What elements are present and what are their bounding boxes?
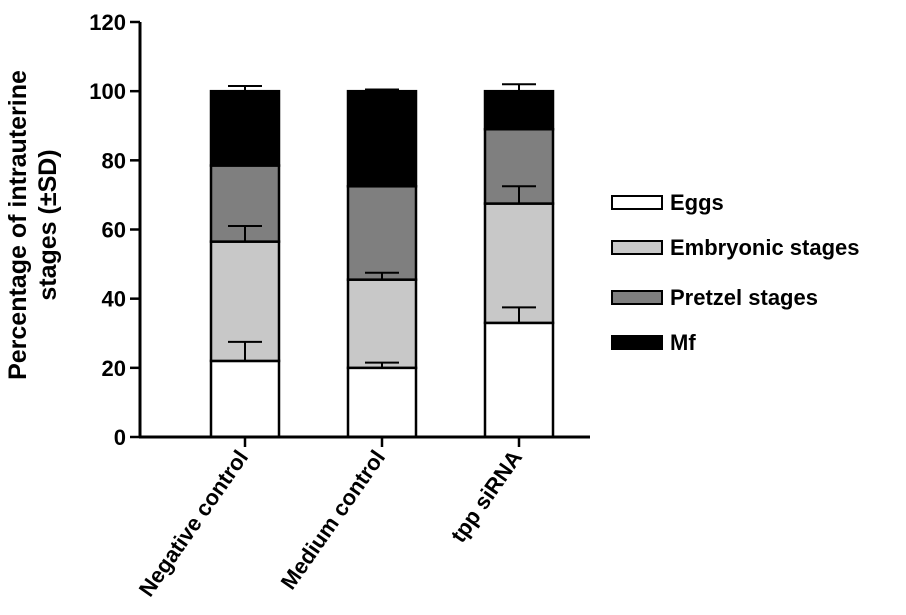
y-tick-label-80: 80 bbox=[102, 148, 126, 173]
bar-segment-eggs-3 bbox=[483, 321, 555, 439]
legend-swatch bbox=[611, 290, 663, 305]
bar-segment-embryonic-stages-2 bbox=[346, 278, 418, 370]
legend-swatch bbox=[611, 195, 663, 210]
legend-label: Embryonic stages bbox=[670, 235, 860, 260]
y-tick-label-0: 0 bbox=[114, 425, 126, 450]
error-bar-eggs-1 bbox=[228, 340, 262, 361]
error-bar-mf-1 bbox=[228, 84, 262, 92]
bar-segment-mf-3 bbox=[483, 89, 555, 131]
bar-segment-pretzel-stages-2 bbox=[346, 185, 418, 281]
legend-swatch bbox=[611, 240, 663, 255]
bars bbox=[209, 89, 555, 439]
legend-item-embryonic-stages: Embryonic stages bbox=[611, 235, 860, 260]
y-axis-label-line-1: Percentage of intrauterine bbox=[4, 70, 32, 380]
error-bars bbox=[228, 83, 536, 368]
error-bar-eggs-3 bbox=[502, 306, 536, 323]
bar-segment-mf-1 bbox=[209, 89, 281, 167]
y-tick-label-120: 120 bbox=[89, 10, 126, 35]
y-tick-label-40: 40 bbox=[102, 287, 126, 312]
legend-label: Pretzel stages bbox=[670, 285, 818, 310]
bar-segment-embryonic-stages-3 bbox=[483, 202, 555, 325]
error-bar-embryonic-stages-2 bbox=[365, 271, 399, 280]
legend-label: Mf bbox=[670, 330, 696, 355]
error-bar-eggs-2 bbox=[365, 361, 399, 368]
legend-swatch bbox=[611, 335, 663, 350]
bar-segment-mf-2 bbox=[346, 89, 418, 188]
y-axis-label-line-2: stages (±SD) bbox=[34, 149, 62, 300]
legend-label: Eggs bbox=[670, 190, 724, 215]
category-label-2: Medium control bbox=[276, 446, 390, 595]
bar-segment-eggs-2 bbox=[346, 366, 418, 439]
y-tick-label-100: 100 bbox=[89, 79, 126, 104]
legend-item-pretzel-stages: Pretzel stages bbox=[611, 285, 818, 310]
legend-item-eggs: Eggs bbox=[611, 190, 724, 215]
bar-segment-eggs-1 bbox=[209, 359, 281, 439]
error-bar-embryonic-stages-1 bbox=[228, 225, 262, 242]
category-label-1: Negative control bbox=[134, 446, 253, 602]
legend-item-mf: Mf bbox=[611, 330, 696, 355]
error-bar-embryonic-stages-3 bbox=[502, 185, 536, 204]
y-tick-label-20: 20 bbox=[102, 356, 126, 381]
legend: Eggs Embryonic stages Pretzel stages Mf bbox=[611, 190, 860, 355]
y-tick-label-60: 60 bbox=[102, 218, 126, 243]
category-label-3: tpp siRNA bbox=[446, 445, 528, 547]
error-bar-mf-2 bbox=[365, 88, 399, 92]
y-axis-label: Percentage of intrauterine stages (±SD) bbox=[4, 70, 62, 380]
error-bar-mf-3 bbox=[502, 83, 536, 92]
